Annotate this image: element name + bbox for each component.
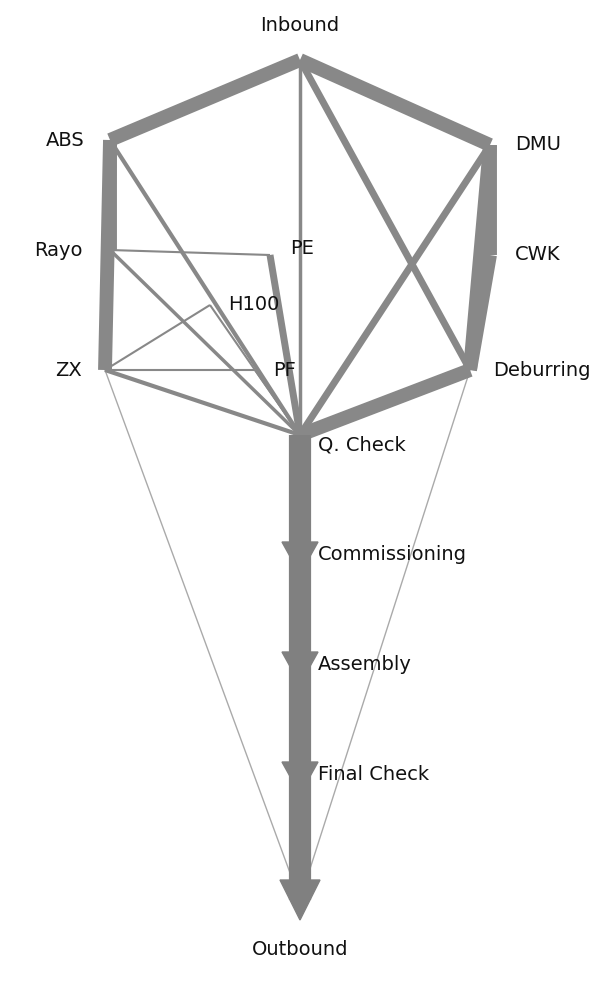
Polygon shape <box>282 542 318 574</box>
Text: H100: H100 <box>228 296 279 314</box>
Polygon shape <box>282 882 318 915</box>
Polygon shape <box>282 762 318 795</box>
Text: PF: PF <box>273 360 296 380</box>
Text: Assembly: Assembly <box>318 656 412 675</box>
Text: Final Check: Final Check <box>318 766 429 785</box>
Polygon shape <box>280 880 320 920</box>
Text: Outbound: Outbound <box>252 940 348 959</box>
Text: ZX: ZX <box>55 360 82 380</box>
Text: Q. Check: Q. Check <box>318 435 406 454</box>
Text: DMU: DMU <box>515 136 561 155</box>
Text: Rayo: Rayo <box>34 240 83 260</box>
Text: Commissioning: Commissioning <box>318 546 467 564</box>
Text: Deburring: Deburring <box>493 360 591 380</box>
Polygon shape <box>282 652 318 684</box>
Text: Inbound: Inbound <box>260 16 340 35</box>
Text: ABS: ABS <box>46 131 85 150</box>
Text: CWK: CWK <box>515 245 561 265</box>
Text: PE: PE <box>290 238 314 258</box>
